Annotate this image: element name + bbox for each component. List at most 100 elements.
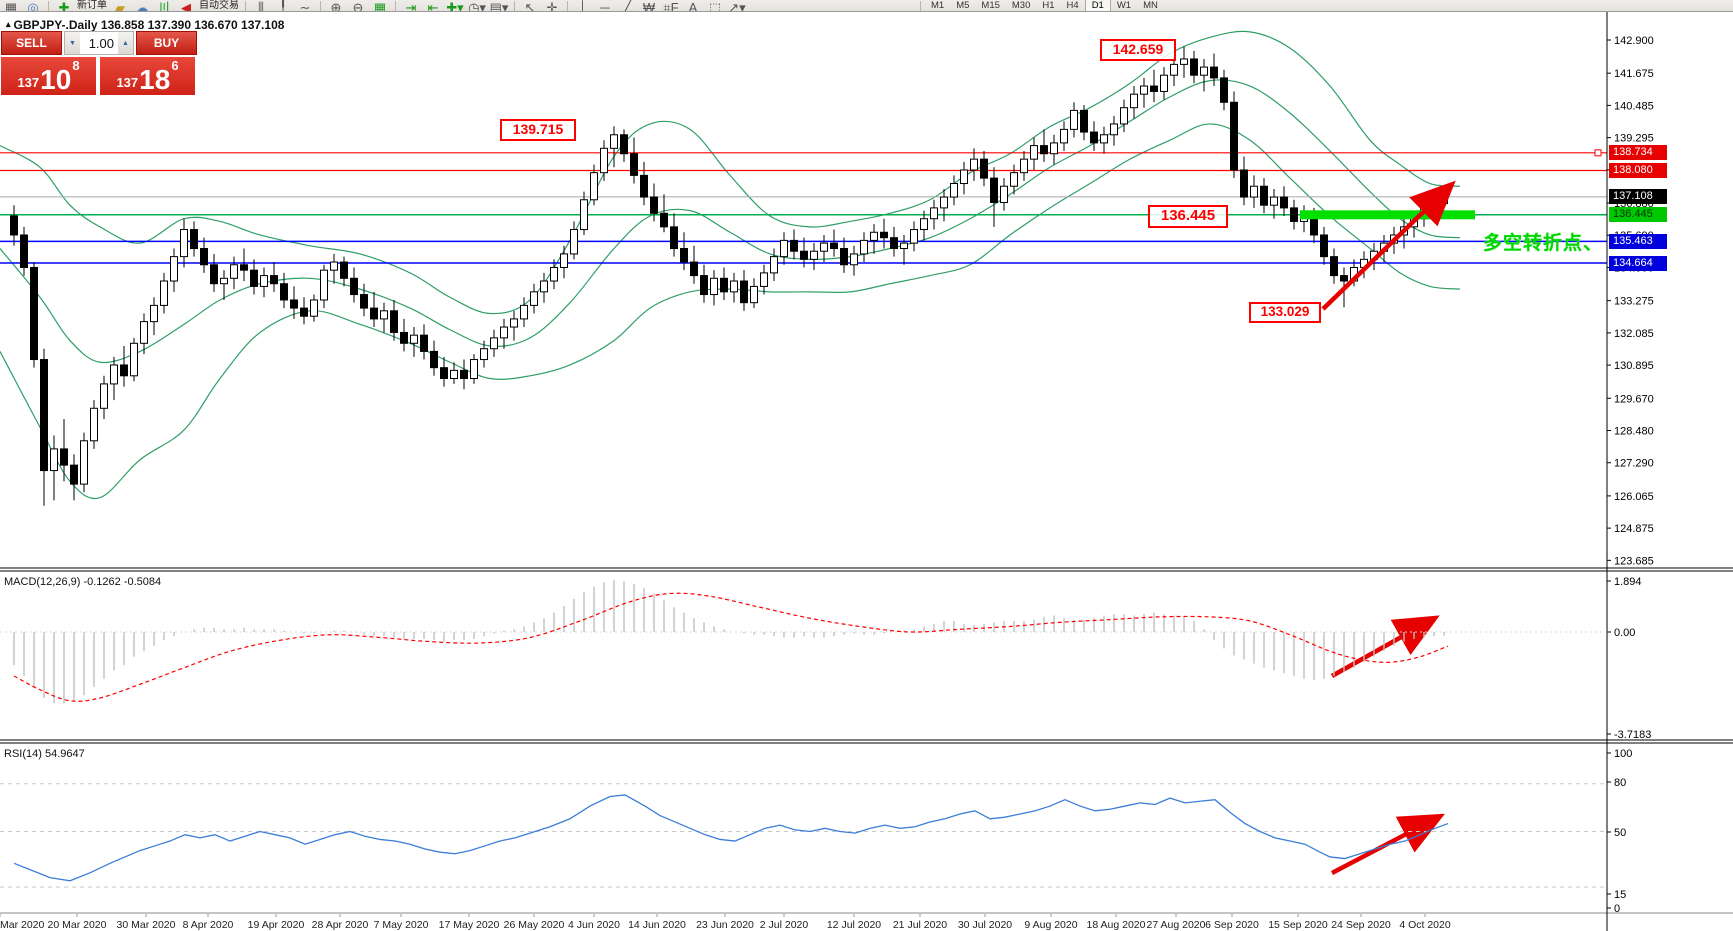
tf-w1[interactable]: W1 bbox=[1116, 0, 1132, 11]
candle-body bbox=[790, 239, 798, 252]
template-icon[interactable]: ▤▾ bbox=[489, 0, 509, 12]
candle-body bbox=[620, 134, 628, 155]
autotrade-horn-icon[interactable]: ◀ bbox=[181, 0, 191, 12]
candle-body bbox=[960, 169, 968, 185]
tf-d1[interactable]: D1 bbox=[1084, 0, 1111, 11]
search-icon[interactable]: ◎ bbox=[27, 0, 39, 12]
volume-up-icon[interactable]: ▲ bbox=[118, 32, 133, 54]
toolbar-separator bbox=[395, 1, 396, 11]
date-label: 18 Aug 2020 bbox=[1087, 919, 1146, 931]
price-tick-label: 142.900 bbox=[1614, 35, 1654, 47]
candle-body bbox=[1220, 77, 1228, 103]
pivot-note-text[interactable]: 多空转折点、 bbox=[1483, 233, 1604, 254]
tf-mn[interactable]: MN bbox=[1143, 0, 1158, 11]
candle-body bbox=[400, 331, 408, 344]
signals-icon[interactable]: 〣 bbox=[157, 0, 171, 12]
rsi-axis-label: 100 bbox=[1614, 748, 1632, 760]
candle-body bbox=[1080, 109, 1088, 133]
cursor-icon[interactable]: ↖ bbox=[524, 0, 536, 12]
candle-body bbox=[1060, 128, 1068, 144]
price-tick-label: 140.485 bbox=[1614, 100, 1654, 112]
candle-body bbox=[1140, 85, 1148, 95]
tile-windows-icon[interactable]: ▦ bbox=[373, 0, 387, 12]
candle-body bbox=[660, 212, 668, 228]
tf-m5[interactable]: M5 bbox=[956, 0, 970, 11]
hline-tool-icon[interactable]: ─ bbox=[600, 0, 610, 12]
date-axis[interactable]: Mar 2020 20 Mar 2020 30 Mar 2020 8 Apr 2020… bbox=[0, 914, 1451, 931]
price-label-pivot[interactable]: 136.445 bbox=[1148, 205, 1228, 228]
market-cloud-icon[interactable]: ☁ bbox=[135, 0, 149, 12]
candle-body bbox=[210, 264, 218, 285]
gold-chart-icon[interactable]: ▰ bbox=[115, 0, 125, 12]
hline-handle[interactable] bbox=[1594, 149, 1602, 157]
candle-body bbox=[350, 277, 358, 296]
candle-body bbox=[1330, 256, 1338, 277]
line-chart-icon[interactable]: ∼ bbox=[299, 0, 311, 12]
buy-price-display[interactable]: 137 18 6 bbox=[100, 57, 195, 95]
candle-body bbox=[1030, 145, 1038, 160]
candle-body bbox=[1010, 172, 1018, 187]
date-label: 7 May 2020 bbox=[374, 919, 429, 931]
volume-value[interactable]: 1.00 bbox=[88, 35, 114, 51]
volume-down-icon[interactable]: ▼ bbox=[65, 32, 80, 54]
price-tick-label: 128.480 bbox=[1614, 425, 1654, 437]
toolbar-separator bbox=[514, 1, 515, 11]
buy-button[interactable]: BUY bbox=[136, 31, 197, 55]
tf-m15[interactable]: M15 bbox=[981, 0, 1000, 11]
candle-body bbox=[1150, 85, 1158, 92]
date-label: 15 Sep 2020 bbox=[1268, 919, 1328, 931]
channel-tool-icon[interactable]: ₩ bbox=[642, 0, 656, 12]
chart-shift-icon[interactable]: ⇤ bbox=[427, 0, 439, 12]
new-order-icon[interactable]: ✚ bbox=[58, 0, 70, 12]
price-label-june-high[interactable]: 139.715 bbox=[500, 119, 576, 141]
candle-body bbox=[140, 321, 148, 344]
price-label-sept-low[interactable]: 133.029 bbox=[1249, 302, 1321, 323]
vline-tool-icon[interactable]: │ bbox=[578, 0, 588, 12]
auto-scroll-icon[interactable]: ⇥ bbox=[405, 0, 417, 12]
candle-body bbox=[120, 364, 128, 377]
tf-m1[interactable]: M1 bbox=[931, 0, 945, 11]
shapes-tool-icon[interactable]: ↗▾ bbox=[728, 0, 746, 12]
candle-chart-icon[interactable]: ╿ bbox=[279, 0, 287, 12]
candle-body bbox=[250, 269, 258, 287]
zoom-out-icon[interactable]: ⊖ bbox=[352, 0, 364, 12]
zoom-in-icon[interactable]: ⊕ bbox=[330, 0, 342, 12]
candle-body bbox=[200, 248, 208, 266]
pivot-green-bar[interactable] bbox=[1300, 210, 1475, 220]
candle-body bbox=[1250, 185, 1258, 198]
price-badge-138.080: 138.080 bbox=[1609, 163, 1667, 179]
add-indicator-icon[interactable]: ✚▾ bbox=[446, 0, 464, 12]
candle-body bbox=[10, 215, 18, 236]
price-tick-label: 123.685 bbox=[1614, 555, 1654, 567]
sell-price-display[interactable]: 137 10 8 bbox=[1, 57, 96, 95]
trend-arrow[interactable] bbox=[1321, 180, 1456, 311]
price-label-sept-high[interactable]: 142.659 bbox=[1100, 39, 1176, 61]
price-axis: 142.900141.675140.485139.295138.105136.8… bbox=[1607, 35, 1654, 567]
label-tool-icon[interactable]: ⬚ bbox=[708, 0, 722, 12]
sell-button[interactable]: SELL bbox=[1, 31, 62, 55]
text-tool-icon[interactable]: A bbox=[688, 0, 698, 12]
candle-body bbox=[160, 280, 168, 306]
candle-body bbox=[1100, 134, 1108, 144]
candle-body bbox=[1040, 145, 1048, 155]
fibonacci-tool-icon[interactable]: ⌗F bbox=[663, 0, 679, 12]
tf-h1[interactable]: H1 bbox=[1042, 0, 1055, 11]
volume-spinner[interactable]: ▼ 1.00 ▲ bbox=[64, 31, 134, 55]
candle-body bbox=[830, 242, 838, 250]
crosshair-icon[interactable]: ✛ bbox=[546, 0, 558, 12]
candle-body bbox=[690, 261, 698, 277]
autotrade-label[interactable]: 自动交易 bbox=[199, 0, 239, 11]
trendline-tool-icon[interactable]: ╱ bbox=[623, 0, 631, 12]
candle-body bbox=[390, 310, 398, 333]
period-clock-icon[interactable]: ◷▾ bbox=[468, 0, 486, 12]
trend-arrow[interactable] bbox=[1330, 615, 1440, 678]
bar-chart-icon[interactable]: ⫼ bbox=[258, 0, 264, 12]
tf-m30[interactable]: M30 bbox=[1011, 0, 1031, 11]
candle-body bbox=[560, 253, 568, 268]
candle-body bbox=[1110, 123, 1118, 136]
candle-body bbox=[770, 256, 778, 274]
new-order-label[interactable]: 新订单 bbox=[77, 0, 107, 11]
chart-window-icon[interactable]: ▦ bbox=[4, 0, 18, 12]
tf-h4[interactable]: H4 bbox=[1066, 0, 1079, 11]
